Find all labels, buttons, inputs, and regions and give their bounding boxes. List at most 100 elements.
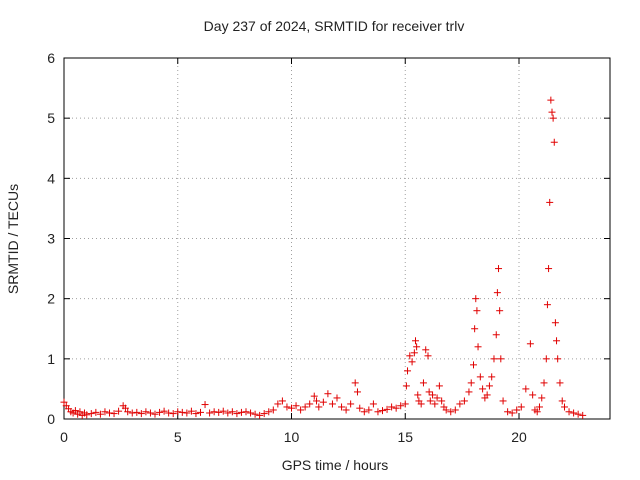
data-point: [431, 400, 439, 408]
data-point: [426, 397, 434, 405]
y-tick-label: 3: [47, 231, 55, 247]
data-point: [347, 400, 355, 408]
data-point: [338, 403, 346, 411]
data-point: [517, 403, 525, 411]
data-point: [492, 331, 500, 339]
data-point: [499, 397, 507, 405]
data-point: [351, 379, 359, 387]
data-point: [549, 114, 557, 122]
data-point: [442, 406, 450, 414]
data-point: [233, 410, 241, 418]
data-point: [353, 388, 361, 396]
data-point: [419, 379, 427, 387]
data-point: [228, 408, 236, 416]
data-point: [476, 373, 484, 381]
data-point: [470, 361, 477, 369]
data-point: [472, 295, 480, 303]
data-point: [435, 382, 443, 390]
data-point: [424, 352, 432, 360]
data-point: [87, 410, 95, 418]
data-point: [187, 407, 195, 415]
data-point: [483, 391, 491, 399]
data-point: [471, 325, 479, 333]
x-tick-labels: 0 5 10 15 20: [60, 58, 527, 445]
data-point: [369, 400, 377, 408]
data-point: [379, 407, 386, 415]
data-point: [288, 404, 295, 412]
data-points: [60, 96, 587, 419]
data-point: [490, 355, 498, 363]
data-point: [529, 391, 537, 399]
data-point: [526, 340, 534, 348]
data-point: [392, 404, 400, 412]
data-point: [183, 409, 191, 417]
chart-title: Day 237 of 2024, SRMTID for receiver trl…: [204, 18, 465, 34]
data-point: [565, 408, 573, 416]
data-point: [550, 138, 558, 146]
data-point: [538, 394, 546, 402]
data-point: [160, 407, 168, 415]
data-point: [543, 301, 551, 309]
data-point: [121, 404, 129, 412]
grid-layer: [64, 58, 610, 419]
data-point: [310, 392, 318, 400]
data-point: [283, 403, 291, 411]
data-point: [333, 394, 341, 402]
data-point: [417, 400, 425, 408]
data-point: [219, 407, 227, 415]
data-point: [237, 408, 245, 416]
data-point: [92, 408, 100, 416]
data-point: [269, 406, 277, 414]
data-point: [306, 400, 314, 408]
data-point: [411, 337, 419, 345]
data-point: [451, 406, 459, 414]
y-axis-label: SRMTID / TECUs: [5, 184, 21, 294]
data-point: [215, 408, 223, 416]
data-point: [76, 408, 84, 416]
data-point: [142, 408, 150, 416]
data-point: [542, 355, 550, 363]
data-point: [128, 409, 136, 417]
data-point: [360, 408, 368, 416]
data-point: [535, 403, 543, 411]
data-point: [465, 388, 473, 396]
data-point: [83, 411, 91, 419]
data-point: [473, 307, 481, 315]
data-point: [388, 403, 396, 411]
data-point: [410, 349, 418, 357]
data-point: [533, 408, 541, 416]
data-point: [479, 385, 487, 393]
data-point: [496, 307, 504, 315]
data-point: [558, 397, 566, 405]
data-point: [328, 400, 336, 408]
data-point: [165, 409, 173, 417]
data-point: [425, 388, 433, 396]
data-point: [106, 409, 113, 417]
data-point: [124, 408, 132, 416]
data-point: [169, 410, 177, 418]
data-point: [192, 410, 200, 418]
data-point: [406, 352, 414, 360]
data-point: [256, 411, 264, 419]
y-tick-label: 1: [47, 351, 55, 367]
data-point: [324, 390, 332, 398]
data-point: [260, 410, 268, 418]
data-point: [467, 379, 475, 387]
data-point: [319, 398, 327, 406]
data-point: [297, 406, 305, 414]
data-point: [274, 400, 282, 408]
y-tick-label: 0: [47, 411, 55, 427]
data-point: [251, 410, 259, 418]
x-axis-label: GPS time / hours: [282, 457, 389, 473]
data-point: [561, 403, 568, 411]
data-point: [414, 391, 422, 399]
x-tick-label: 5: [174, 429, 182, 445]
y-tick-label: 2: [47, 291, 55, 307]
data-point: [495, 265, 503, 273]
x-tick-label: 15: [397, 429, 413, 445]
y-tick-labels: 0 1 2 3 4 5 6: [47, 50, 610, 427]
data-point: [201, 401, 209, 409]
data-point: [504, 408, 512, 416]
data-point: [488, 373, 496, 381]
